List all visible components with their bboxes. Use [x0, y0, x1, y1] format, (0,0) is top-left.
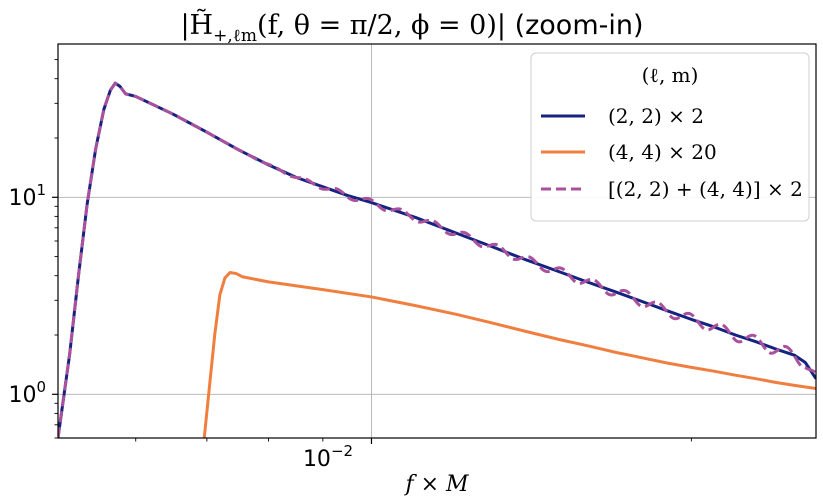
chart-title: |H̃+,ℓm(f, θ = π/2, ϕ = 0)| (zoom-in) — [180, 8, 643, 46]
y-tick-labels: 101 100 — [8, 181, 46, 408]
series-group — [58, 81, 816, 438]
plot-frame — [57, 43, 817, 439]
title-math: |H̃ — [180, 8, 213, 41]
legend-label-sum: [(2, 2) + (4, 4)] × 2 — [608, 177, 803, 201]
legend-title: (ℓ, m) — [642, 63, 699, 87]
legend: (ℓ, m) (2, 2) × 2 (4, 4) × 20 [(2, 2) + … — [530, 52, 810, 222]
series-line-1 — [202, 271, 816, 438]
series-line-2 — [58, 81, 816, 438]
plot-area — [52, 43, 817, 444]
title-args: (f, θ = π/2, ϕ = 0)| — [257, 10, 506, 41]
legend-label-22: (2, 2) × 2 — [608, 104, 704, 128]
series-line-0 — [58, 81, 816, 438]
grid — [52, 44, 816, 444]
x-axis-label: f × M — [403, 472, 469, 497]
title-subscript: +,ℓm — [213, 26, 257, 46]
y-tick-label-1: 100 — [8, 378, 46, 408]
y-tick-label-10: 101 — [8, 181, 46, 211]
x-tick-labels: 10−2 — [303, 442, 353, 472]
x-tick-label-0.01: 10−2 — [303, 442, 353, 472]
legend-label-44: (4, 4) × 20 — [608, 140, 717, 164]
title-suffix: (zoom-in) — [506, 10, 644, 41]
legend-box — [530, 52, 810, 222]
